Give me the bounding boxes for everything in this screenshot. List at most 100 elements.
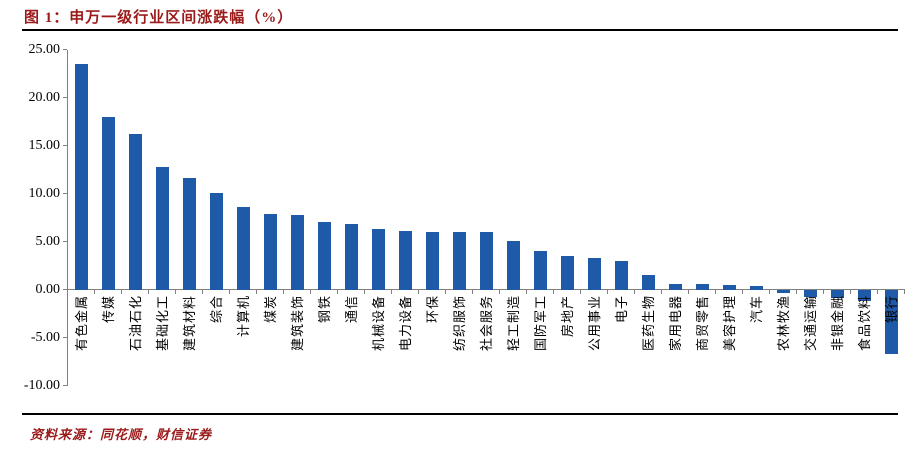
x-axis-label: 农林牧渔 xyxy=(776,295,791,352)
chart-bar xyxy=(237,207,250,290)
x-tick-mark xyxy=(202,290,203,294)
x-axis-label: 钢铁 xyxy=(317,295,332,324)
x-tick-mark xyxy=(67,290,68,294)
chart-bar xyxy=(750,286,763,290)
x-axis-label: 环保 xyxy=(425,295,440,324)
bar-chart: 25.00 20.00 15.00 10.00 5.00 0.00 -5.00 -10.00 有… xyxy=(23,42,905,393)
chart-bar xyxy=(129,133,142,290)
chart-bar xyxy=(291,215,304,290)
y-tick-mark xyxy=(63,289,67,290)
y-tick-mark xyxy=(63,145,67,146)
chart-bar xyxy=(885,290,898,355)
x-tick-mark xyxy=(688,290,689,294)
chart-bar xyxy=(156,167,169,290)
x-tick-mark xyxy=(904,290,905,294)
x-axis-label: 煤炭 xyxy=(263,295,278,324)
x-axis-label: 建筑材料 xyxy=(182,295,197,352)
chart-bar xyxy=(723,285,736,290)
x-tick-mark xyxy=(634,290,635,294)
x-axis-label: 电子 xyxy=(614,295,629,324)
y-tick-mark xyxy=(63,97,67,98)
x-axis-label: 有色金属 xyxy=(74,295,89,352)
y-tick-mark xyxy=(63,385,67,386)
x-axis-label: 国防军工 xyxy=(533,295,548,352)
x-axis-label: 轻工制造 xyxy=(506,295,521,352)
x-tick-mark xyxy=(391,290,392,294)
x-axis-label: 石油石化 xyxy=(128,295,143,352)
x-tick-mark xyxy=(661,290,662,294)
x-tick-mark xyxy=(877,290,878,294)
x-tick-mark xyxy=(121,290,122,294)
y-axis-line xyxy=(67,50,68,386)
chart-bar xyxy=(588,258,601,290)
figure-title: 图 1：申万一级行业区间涨跌幅（%） xyxy=(24,10,294,26)
x-tick-mark xyxy=(283,290,284,294)
chart-bar xyxy=(210,193,223,290)
x-tick-mark xyxy=(607,290,608,294)
chart-bar xyxy=(777,290,790,293)
x-tick-mark xyxy=(445,290,446,294)
chart-bar xyxy=(831,290,844,298)
x-tick-mark xyxy=(256,290,257,294)
y-tick-mark xyxy=(63,49,67,50)
footer-divider-line xyxy=(22,413,898,415)
x-tick-mark xyxy=(148,290,149,294)
chart-bar xyxy=(318,221,331,290)
x-tick-mark xyxy=(553,290,554,294)
chart-bar xyxy=(561,256,574,290)
chart-bar xyxy=(534,250,547,290)
chart-bar xyxy=(102,117,115,290)
chart-bar xyxy=(453,232,466,290)
x-tick-mark xyxy=(769,290,770,294)
x-tick-mark xyxy=(580,290,581,294)
x-tick-mark xyxy=(742,290,743,294)
x-axis-label: 通信 xyxy=(344,295,359,324)
y-axis-tick-label: -10.00 xyxy=(23,378,60,393)
chart-bar xyxy=(183,177,196,290)
y-tick-mark xyxy=(63,337,67,338)
y-axis-tick-label: 10.00 xyxy=(28,186,61,201)
x-tick-mark xyxy=(418,290,419,294)
x-tick-mark xyxy=(94,290,95,294)
x-axis-label: 机械设备 xyxy=(371,295,386,352)
chart-bar xyxy=(480,232,493,290)
y-tick-mark xyxy=(63,241,67,242)
chart-bar xyxy=(264,214,277,290)
y-axis-tick-label: 0.00 xyxy=(35,282,61,297)
y-axis-tick-label: 25.00 xyxy=(28,42,61,57)
chart-bar xyxy=(804,290,817,297)
x-axis-label: 纺织服饰 xyxy=(452,295,467,352)
x-axis-label: 汽车 xyxy=(749,295,764,324)
y-tick-mark xyxy=(63,193,67,194)
title-divider-line xyxy=(22,29,898,31)
chart-bar xyxy=(345,223,358,290)
x-axis-label: 综合 xyxy=(209,295,224,324)
x-axis-label: 食品饮料 xyxy=(857,295,872,352)
chart-bar xyxy=(372,228,385,290)
x-tick-mark xyxy=(337,290,338,294)
x-tick-mark xyxy=(850,290,851,294)
x-axis-label: 家用电器 xyxy=(668,295,683,352)
y-axis-tick-label: -5.00 xyxy=(30,330,60,345)
x-axis-label: 房地产 xyxy=(560,295,575,338)
x-axis-label: 电力设备 xyxy=(398,295,413,352)
x-axis-label: 商贸零售 xyxy=(695,295,710,352)
x-tick-mark xyxy=(472,290,473,294)
chart-bar xyxy=(669,284,682,290)
x-axis-label: 基础化工 xyxy=(155,295,170,352)
x-axis-label: 交通运输 xyxy=(803,295,818,352)
chart-bar xyxy=(507,241,520,290)
chart-bar xyxy=(399,231,412,290)
chart-bar xyxy=(696,284,709,290)
x-tick-mark xyxy=(229,290,230,294)
x-tick-mark xyxy=(175,290,176,294)
x-tick-mark xyxy=(526,290,527,294)
chart-bar xyxy=(642,274,655,290)
x-axis-label: 银行 xyxy=(884,295,899,324)
x-tick-mark xyxy=(823,290,824,294)
x-axis-label: 非银金融 xyxy=(830,295,845,352)
chart-bar xyxy=(858,290,871,301)
x-axis-label: 医药生物 xyxy=(641,295,656,352)
chart-bar xyxy=(426,232,439,290)
